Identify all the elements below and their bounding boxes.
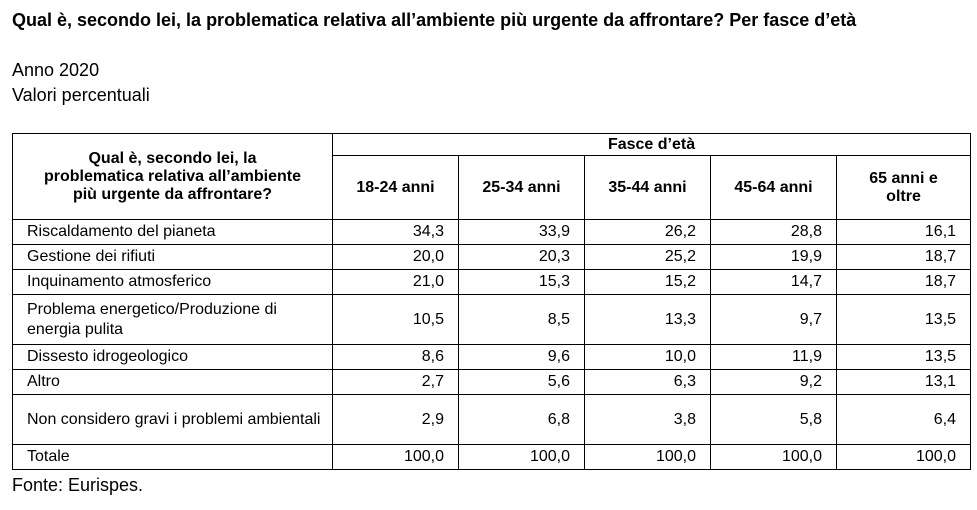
cell-value: 11,9 [710,344,837,370]
cell-value: 25,2 [584,244,711,270]
group-header: Fasce d’età [331,133,972,156]
cell-value: 34,3 [332,219,459,245]
cell-value: 13,1 [835,369,972,395]
table-row: Gestione dei rifiuti 20,0 20,3 25,2 19,9 18,7 [12,244,972,270]
column-header: 18-24 anni [332,155,459,220]
table-row: Altro 2,7 5,6 6,3 9,2 13,1 [12,369,972,395]
cell-value: 18,7 [835,244,972,270]
cell-value: 19,9 [710,244,837,270]
row-label: Totale [12,444,333,470]
row-label: Altro [12,369,333,395]
table-year: Anno 2020 [12,60,100,80]
row-label: Riscaldamento del pianeta [12,219,333,245]
table-body: Riscaldamento del pianeta 34,3 33,9 26,2 28,… [12,219,972,470]
cell-value: 13,5 [835,294,972,345]
cell-value: 28,8 [710,219,837,245]
row-label: Gestione dei rifiuti [12,244,333,270]
cell-value: 13,5 [835,344,972,370]
cell-value: 20,0 [332,244,459,270]
cell-value: 9,2 [710,369,837,395]
cell-value: 2,7 [332,369,459,395]
table-row: Problema energetico/Produzione di energi… [12,294,972,345]
table-unit: Valori percentuali [12,85,150,105]
data-table: Qual è, secondo lei, la problematica rel… [12,133,972,470]
cell-value: 8,6 [332,344,459,370]
cell-value: 100,0 [332,444,459,470]
cell-value: 10,0 [584,344,711,370]
cell-value: 100,0 [584,444,711,470]
row-label: Dissesto idrogeologico [12,344,333,370]
column-header: 25-34 anni [458,155,585,220]
cell-value: 15,3 [458,269,585,295]
column-header: 65 anni e oltre [835,155,972,220]
table-row: Non considero gravi i problemi ambiental… [12,394,972,445]
cell-value: 13,3 [584,294,711,345]
cell-value: 26,2 [584,219,711,245]
cell-value: 2,9 [332,394,459,445]
column-header: 35-44 anni [584,155,711,220]
table-row: Totale 100,0 100,0 100,0 100,0 100,0 [12,444,972,470]
row-label: Problema energetico/Produzione di energi… [12,294,333,345]
table-title: Qual è, secondo lei, la problematica rel… [12,10,857,30]
cell-value: 21,0 [332,269,459,295]
table-row: Riscaldamento del pianeta 34,3 33,9 26,2 28,… [12,219,972,245]
table-row: Dissesto idrogeologico 8,6 9,6 10,0 11,9 13,5 [12,344,972,370]
cell-value: 100,0 [710,444,837,470]
cell-value: 10,5 [332,294,459,345]
cell-value: 6,4 [835,394,972,445]
source-note: Fonte: Eurispes. [12,475,144,495]
cell-value: 20,3 [458,244,585,270]
column-header: 45-64 anni [710,155,837,220]
cell-value: 5,8 [710,394,837,445]
row-header: Qual è, secondo lei, la problematica rel… [12,133,333,220]
table-row: Inquinamento atmosferico 21,0 15,3 15,2 14,7… [12,269,972,295]
row-label: Non considero gravi i problemi ambiental… [12,394,333,445]
cell-value: 33,9 [458,219,585,245]
row-label: Inquinamento atmosferico [12,269,333,295]
cell-value: 6,8 [458,394,585,445]
cell-value: 100,0 [835,444,972,470]
cell-value: 16,1 [835,219,972,245]
cell-value: 14,7 [710,269,837,295]
cell-value: 9,6 [458,344,585,370]
cell-value: 6,3 [584,369,711,395]
cell-value: 5,6 [458,369,585,395]
cell-value: 15,2 [584,269,711,295]
cell-value: 3,8 [584,394,711,445]
cell-value: 8,5 [458,294,585,345]
cell-value: 100,0 [458,444,585,470]
cell-value: 9,7 [710,294,837,345]
cell-value: 18,7 [835,269,972,295]
